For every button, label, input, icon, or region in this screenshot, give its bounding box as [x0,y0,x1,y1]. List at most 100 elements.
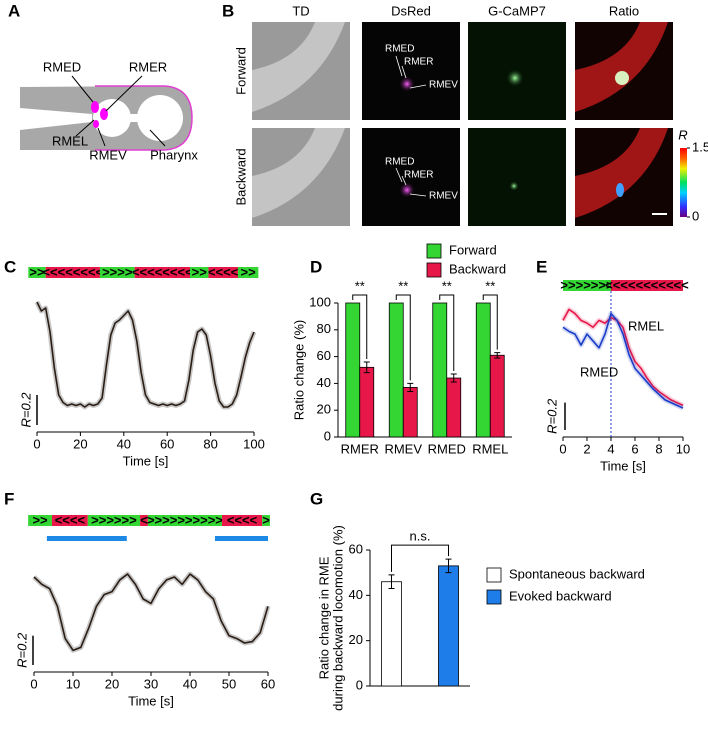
row-label: Backward [233,148,248,205]
structure-label: Pharynx [150,147,198,162]
neuron-label: RMER [404,57,433,68]
panel-label: D [310,257,322,276]
micrographs [252,22,687,226]
neuron-label: RMEL [52,133,88,148]
legend-swatch [486,567,502,583]
behavior-label: > [262,512,270,527]
y-tick-label: 80 [317,321,331,336]
scale-bar-label: R=0.2 [544,398,559,434]
error-bar [388,574,395,590]
behavior-segment [189,267,209,278]
x-tick-label: 40 [117,436,131,451]
trace [562,312,684,409]
x-tick-label: 80 [203,436,217,451]
behavior-label: <<<< [227,512,258,527]
trace-spread [560,306,685,408]
x-tick-label: 20 [105,676,119,691]
x-tick-label: 8 [655,441,662,456]
panel-label: E [536,257,547,276]
behavior-segment [87,515,141,526]
behavior-label: >> [29,264,45,279]
legend-swatch [486,589,502,605]
column-header: TD [292,3,309,18]
behavior-segment [28,267,46,278]
x-tick-label: 60 [160,436,174,451]
bar [345,302,361,438]
y-tick-label: 60 [349,541,363,556]
behavior-label: >>>>>>>>>> [147,512,223,527]
x-tick-label: RMEV [384,441,422,456]
trace-spread [32,571,271,653]
x-axis-label: Time [s] [128,693,174,708]
behavior-segment [237,267,259,278]
x-tick-label: 10 [676,441,690,456]
x-tick-label: RMED [428,441,466,456]
x-tick-label: 20 [73,436,87,451]
behavior-label: <<<<<<<<<<< [605,277,689,292]
neuron-label: RMED [43,59,81,74]
x-tick-label: 6 [631,441,638,456]
y-tick-label: 0 [324,428,331,443]
behavior-segment [140,515,148,526]
bar [388,302,404,438]
significance-bracket [439,294,455,372]
series-label: RMED [580,364,618,379]
bar [381,581,402,687]
bar [402,387,418,438]
behavior-segment [262,515,270,526]
colorbar-tick-label: 0 [692,208,699,223]
trace [562,308,684,407]
panel-label: B [222,1,234,20]
column-header: DsRed [391,3,431,18]
behavior-label: >>>> [102,264,133,279]
y-axis-label: Ratio change in RME [316,556,331,679]
neuron-label: RMEV [429,80,458,91]
row-label: Forward [233,47,248,95]
column-header: Ratio [609,3,639,18]
bar [446,377,462,438]
behavior-label: <<<<<<<< [132,264,193,279]
x-tick-label: 40 [183,676,197,691]
y-tick-label: 20 [349,632,363,647]
colorbar-tick-label: 1.5 [692,139,708,154]
y-axis-label: Ratio change (%) [291,320,306,420]
significance-label: ** [355,278,365,293]
significance-bracket [395,294,411,381]
x-tick-label: 2 [583,441,590,456]
y-tick-label: 40 [317,375,331,390]
behavior-segment [45,267,100,278]
behavior-label: <<<< [55,512,86,527]
behavior-label: >> [32,512,48,527]
x-axis-label: Time [s] [123,453,169,468]
significance-label: ** [398,278,408,293]
worm-diagram [20,75,193,151]
behavior-segment [51,515,88,526]
x-tick-label: RMER [341,441,379,456]
y-tick-label: 40 [349,587,363,602]
behavior-label: <<<<<<<< [42,264,103,279]
x-tick-label: RMEL [472,441,508,456]
x-tick-label: 50 [222,676,236,691]
significance-bracket [391,544,449,572]
behavior-segment [147,515,222,526]
y-tick-label: 100 [309,294,331,309]
behavior-segment [28,515,52,526]
significance-label: ** [485,278,495,293]
bar [432,302,448,438]
significance-bracket [482,294,498,350]
behavior-label: <<<< [208,264,239,279]
error-bar [445,558,452,574]
legend-label: Backward [449,261,506,276]
legend-swatch [426,262,442,278]
x-tick-label: 60 [261,676,275,691]
x-tick-label: 0 [559,441,566,456]
bar [489,354,505,438]
neuron-label: RMEV [89,147,127,162]
bar [475,302,491,438]
error-bar [363,361,370,374]
significance-label: ** [442,278,452,293]
y-tick-label: 60 [317,348,331,363]
x-tick-label: 100 [243,436,265,451]
trace [36,301,255,408]
